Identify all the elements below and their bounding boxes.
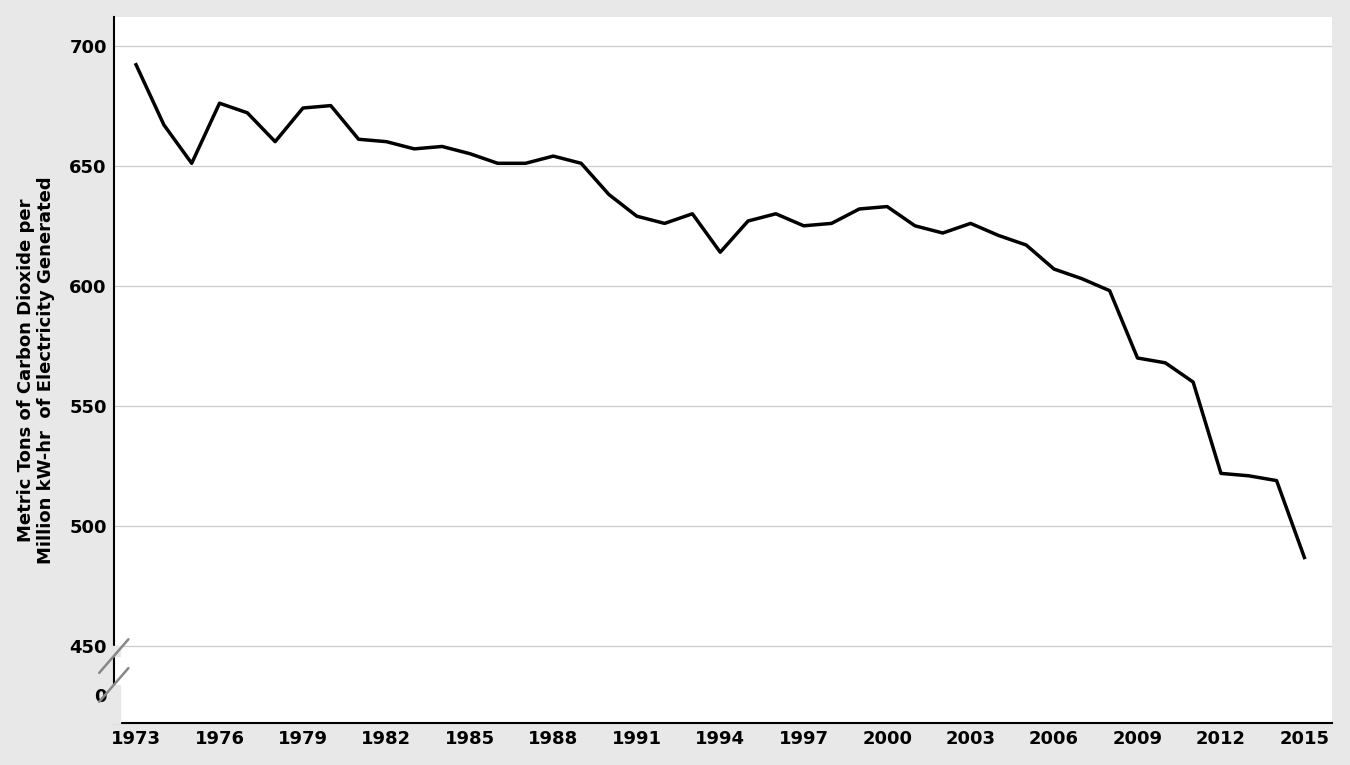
Bar: [108, 685, 120, 724]
Bar: [108, 646, 120, 656]
Y-axis label: Metric Tons of Carbon Dioxide per
Million kW-hr  of Electricity Generated: Metric Tons of Carbon Dioxide per Millio…: [16, 176, 55, 564]
